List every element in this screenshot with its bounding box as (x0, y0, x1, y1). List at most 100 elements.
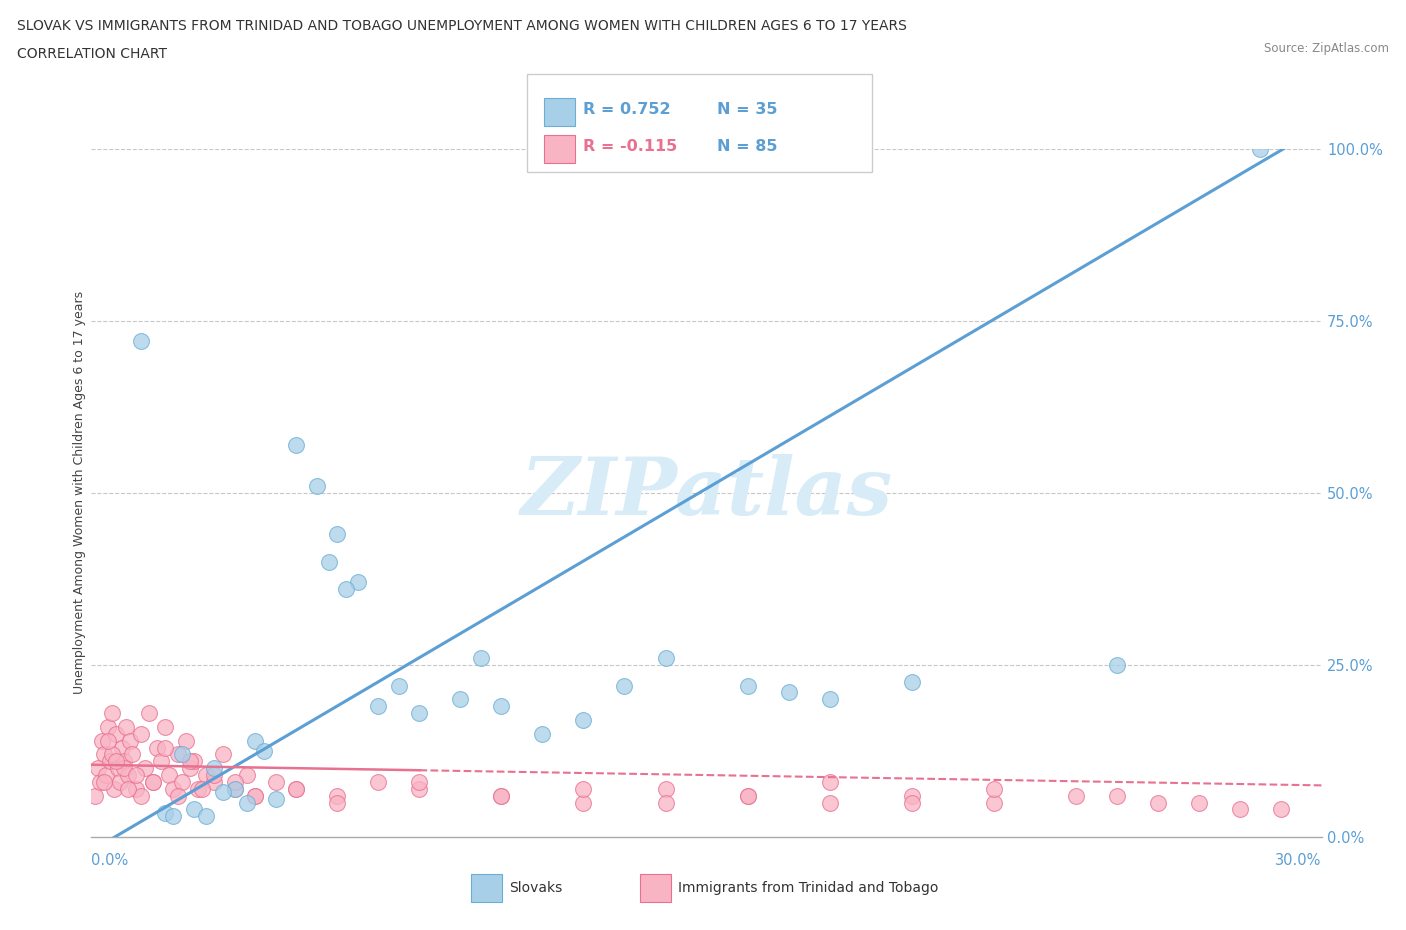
Point (318, 554, 340, 569)
Point (93, 747, 115, 762)
Point (285, 781, 308, 796)
Point (112, 754, 135, 769)
Text: Slovaks: Slovaks (509, 881, 562, 896)
Point (202, 767, 225, 782)
Text: ZIPatlas: ZIPatlas (520, 454, 893, 532)
Point (347, 575, 370, 590)
Point (117, 781, 139, 796)
Text: R = 0.752: R = 0.752 (583, 102, 671, 117)
Point (97, 720, 120, 735)
Text: N = 85: N = 85 (717, 140, 778, 154)
Point (101, 747, 124, 762)
Point (408, 781, 430, 796)
Point (326, 795, 349, 810)
Point (202, 761, 225, 776)
Point (449, 692, 471, 707)
Point (211, 747, 233, 762)
Point (1229, 802, 1251, 817)
Point (150, 754, 173, 769)
Point (174, 733, 197, 748)
Point (818, 775, 841, 790)
Point (115, 720, 138, 735)
Point (129, 726, 152, 741)
Point (121, 747, 143, 762)
Point (153, 740, 177, 755)
Point (153, 720, 177, 735)
Point (179, 754, 201, 769)
Point (129, 334, 152, 349)
Text: 30.0%: 30.0% (1275, 853, 1322, 868)
Point (170, 747, 193, 762)
Point (1187, 795, 1209, 810)
Point (166, 789, 188, 804)
Point (285, 781, 308, 796)
Point (195, 809, 218, 824)
Point (253, 744, 276, 759)
Point (491, 789, 513, 804)
Point (202, 775, 225, 790)
Point (89, 775, 111, 790)
Point (491, 789, 513, 804)
Point (224, 781, 246, 796)
Point (1249, 141, 1271, 156)
Point (572, 712, 595, 727)
Text: CORRELATION CHART: CORRELATION CHART (17, 46, 167, 60)
Y-axis label: Unemployment Among Women with Children Ages 6 to 17 years: Unemployment Among Women with Children A… (73, 291, 86, 695)
Point (103, 781, 125, 796)
Text: Immigrants from Trinidad and Tobago: Immigrants from Trinidad and Tobago (678, 881, 938, 896)
Point (98, 754, 121, 769)
Point (97, 733, 120, 748)
Point (170, 775, 193, 790)
Point (264, 791, 287, 806)
Point (108, 775, 131, 790)
Point (94, 767, 117, 782)
Point (142, 775, 165, 790)
Point (326, 789, 349, 804)
Point (138, 706, 160, 721)
Point (305, 479, 328, 494)
Point (236, 767, 259, 782)
Point (224, 775, 246, 790)
Point (408, 706, 430, 721)
Point (1146, 795, 1168, 810)
Point (93, 775, 115, 790)
Text: N = 35: N = 35 (717, 102, 778, 117)
Point (818, 795, 841, 810)
Point (117, 767, 139, 782)
Point (112, 761, 135, 776)
Point (737, 789, 759, 804)
Point (162, 809, 184, 824)
Point (129, 789, 152, 804)
Point (211, 785, 233, 800)
Point (84, 789, 107, 804)
Point (1064, 789, 1087, 804)
Point (105, 726, 127, 741)
Point (162, 781, 184, 796)
Point (531, 726, 554, 741)
Point (183, 802, 205, 817)
Point (388, 678, 411, 693)
Point (166, 747, 188, 762)
Point (983, 781, 1005, 796)
Point (335, 582, 357, 597)
Point (285, 437, 308, 452)
Point (367, 698, 389, 713)
Point (179, 761, 201, 776)
Text: R = -0.115: R = -0.115 (583, 140, 678, 154)
Text: 0.0%: 0.0% (91, 853, 128, 868)
Point (142, 775, 165, 790)
Text: SLOVAK VS IMMIGRANTS FROM TRINIDAD AND TOBAGO UNEMPLOYMENT AMONG WOMEN WITH CHIL: SLOVAK VS IMMIGRANTS FROM TRINIDAD AND T… (17, 19, 907, 33)
Point (107, 761, 129, 776)
Point (983, 795, 1005, 810)
Point (778, 685, 800, 700)
Point (654, 781, 676, 796)
Point (1270, 802, 1292, 817)
Point (146, 740, 169, 755)
Point (105, 754, 127, 769)
Point (1105, 658, 1128, 672)
Point (125, 767, 148, 782)
Text: Source: ZipAtlas.com: Source: ZipAtlas.com (1264, 42, 1389, 55)
Point (1105, 789, 1128, 804)
Point (613, 678, 636, 693)
Point (224, 781, 246, 796)
